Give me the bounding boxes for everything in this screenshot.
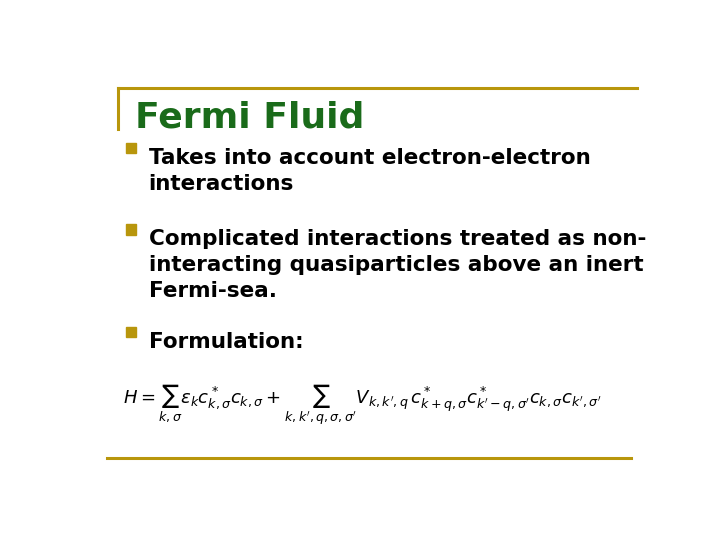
Text: Complicated interactions treated as non-: Complicated interactions treated as non- <box>148 230 646 249</box>
Text: $H = \sum_{k,\sigma} \varepsilon_k c^*_{k,\sigma} c_{k,\sigma}  +  \sum_{k,k',q,: $H = \sum_{k,\sigma} \varepsilon_k c^*_{… <box>124 383 602 427</box>
Text: Takes into account electron-electron: Takes into account electron-electron <box>148 148 590 168</box>
Text: Formulation:: Formulation: <box>148 332 303 352</box>
Text: Fermi-sea.: Fermi-sea. <box>148 281 276 301</box>
Bar <box>126 224 136 235</box>
Text: interactions: interactions <box>148 174 294 194</box>
Bar <box>126 327 136 337</box>
Bar <box>126 143 136 153</box>
Text: Fermi Fluid: Fermi Fluid <box>135 100 364 134</box>
Text: interacting quasiparticles above an inert: interacting quasiparticles above an iner… <box>148 255 643 275</box>
